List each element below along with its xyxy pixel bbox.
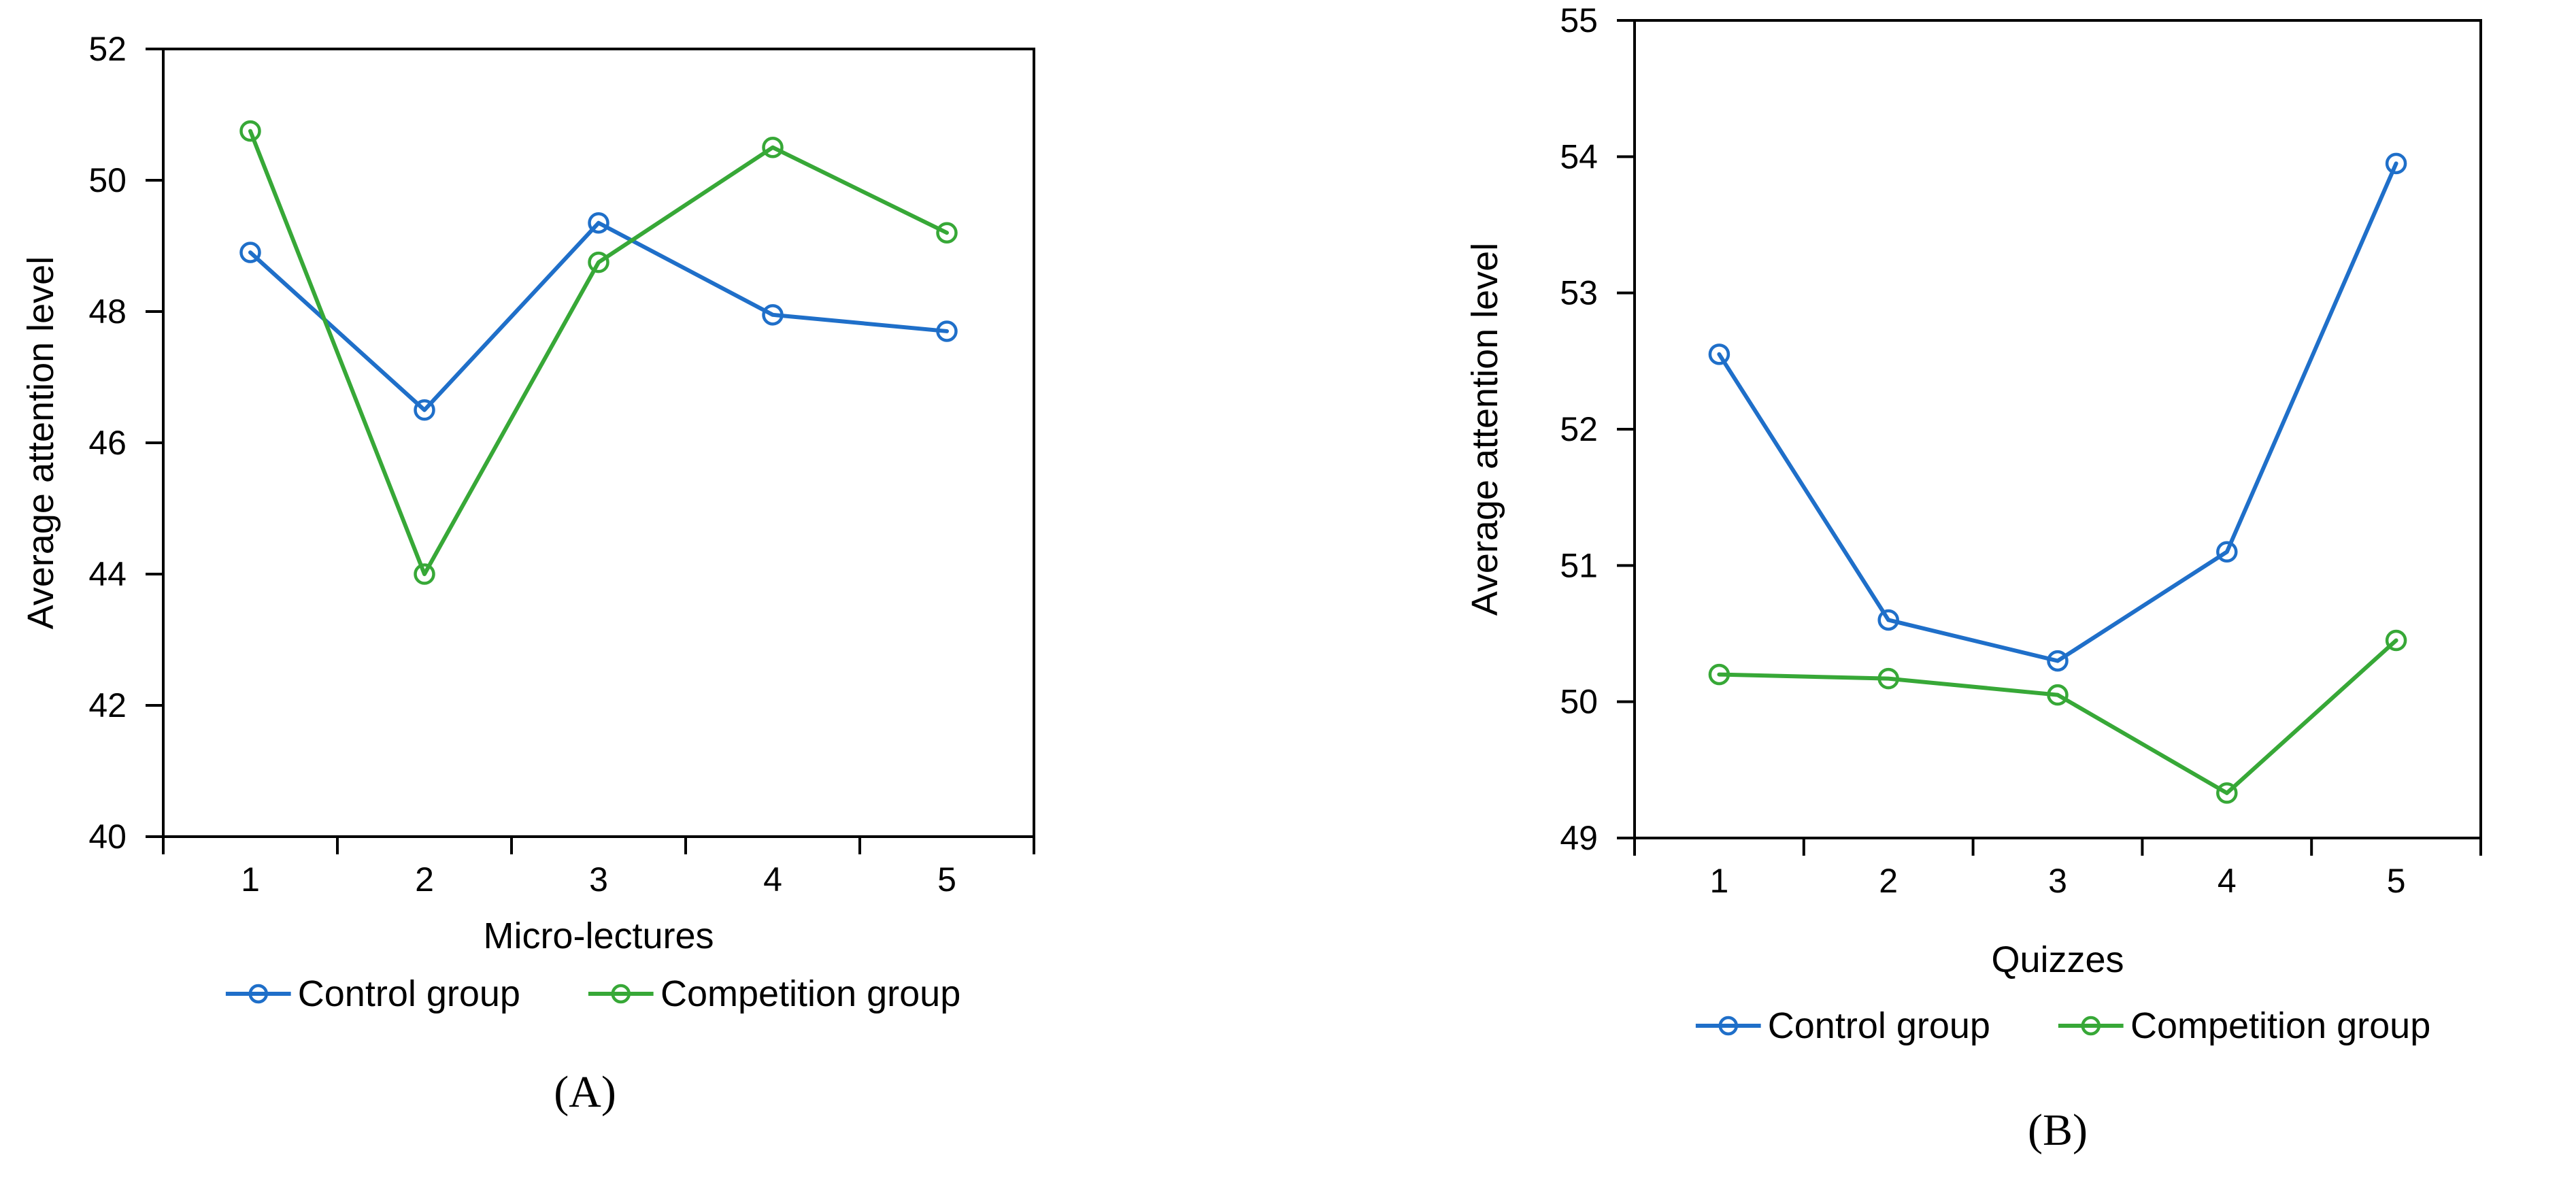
data-point-marker bbox=[936, 320, 958, 342]
legend-item-control: Control group bbox=[1695, 1005, 1990, 1047]
data-point-marker bbox=[1708, 663, 1730, 686]
data-point-marker bbox=[2385, 629, 2407, 652]
data-point-marker bbox=[762, 137, 784, 158]
x-tick-label: 4 bbox=[763, 860, 782, 899]
x-tick-label: 5 bbox=[2387, 862, 2406, 900]
x-tick-label: 2 bbox=[1879, 862, 1898, 900]
data-point-marker bbox=[2385, 152, 2407, 175]
legend-label: Competition group bbox=[2130, 1005, 2431, 1046]
y-tick-label: 50 bbox=[1560, 683, 1598, 721]
x-axis-label: Micro-lectures bbox=[483, 916, 714, 956]
y-tick-label: 48 bbox=[88, 292, 127, 331]
y-tick-label: 46 bbox=[88, 424, 127, 462]
data-point-marker bbox=[2047, 684, 2069, 706]
data-point-marker bbox=[239, 241, 261, 263]
x-axis-label: Quizzes bbox=[1991, 939, 2124, 980]
y-tick-label: 44 bbox=[88, 555, 127, 593]
panel-caption: (A) bbox=[554, 1067, 616, 1117]
data-point-marker bbox=[2216, 541, 2238, 563]
plot-border bbox=[1633, 19, 2482, 839]
legend-circle bbox=[248, 984, 269, 1004]
legend: Control group Competition group bbox=[225, 973, 960, 1015]
x-tick-label: 1 bbox=[241, 860, 260, 899]
legend-item-competition: Competition group bbox=[2058, 1005, 2430, 1047]
data-point-marker bbox=[1708, 344, 1730, 365]
data-point-marker bbox=[2216, 782, 2238, 804]
data-point-marker bbox=[414, 563, 435, 585]
x-tick-label: 4 bbox=[2218, 862, 2237, 900]
series-line-competition bbox=[1717, 638, 2398, 795]
line-chart-a: 52 50 48 46 44 42 40 1 2 3 4 5 bbox=[88, 30, 1035, 899]
data-point-marker bbox=[2047, 650, 2069, 672]
chart-panel-a: 52 50 48 46 44 42 40 1 2 3 4 5 Average attention le… bbox=[20, 30, 1035, 1117]
x-tick-label: 3 bbox=[2048, 862, 2067, 900]
data-point-marker bbox=[414, 399, 435, 421]
x-tick-label: 5 bbox=[937, 860, 956, 899]
y-tick-label: 54 bbox=[1560, 137, 1598, 175]
line-chart-b: 55 54 53 52 51 50 49 1 2 3 4 5 bbox=[1560, 1, 2482, 900]
competition-line-marker-icon bbox=[588, 984, 654, 1004]
x-tick-label: 3 bbox=[589, 860, 608, 899]
control-line-marker-icon bbox=[1695, 1016, 1761, 1036]
legend-item-competition: Competition group bbox=[588, 973, 960, 1015]
series-line-control bbox=[248, 220, 949, 412]
y-tick-label: 50 bbox=[88, 161, 127, 199]
y-tick-label: 52 bbox=[88, 30, 127, 68]
data-point-marker bbox=[588, 251, 609, 273]
legend-circle bbox=[2081, 1016, 2101, 1036]
y-tick-label: 53 bbox=[1560, 274, 1598, 312]
y-tick-label: 51 bbox=[1560, 546, 1598, 584]
control-line-marker-icon bbox=[225, 984, 291, 1004]
y-tick-label: 40 bbox=[88, 818, 127, 856]
competition-line-marker-icon bbox=[2058, 1016, 2124, 1036]
y-axis-label: Average attention level bbox=[20, 256, 61, 630]
data-point-marker bbox=[588, 212, 609, 234]
legend-label: Competition group bbox=[660, 973, 961, 1014]
series-line-competition bbox=[248, 129, 949, 576]
y-tick-label: 52 bbox=[1560, 410, 1598, 448]
y-tick-label: 55 bbox=[1560, 1, 1598, 39]
y-axis-label: Average attention level bbox=[1465, 242, 1505, 616]
data-point-marker bbox=[1877, 609, 1899, 631]
y-tick-label: 49 bbox=[1560, 819, 1598, 857]
data-point-marker bbox=[1877, 667, 1899, 690]
legend: Control group Competition group bbox=[1695, 1005, 2430, 1047]
legend-circle bbox=[1718, 1016, 1739, 1036]
data-point-marker bbox=[239, 120, 261, 142]
panel-caption: (B) bbox=[2028, 1105, 2088, 1155]
x-tick-label: 1 bbox=[1709, 862, 1728, 900]
legend-circle bbox=[611, 984, 631, 1004]
x-tick-label: 2 bbox=[415, 860, 434, 899]
plot-border bbox=[162, 48, 1035, 838]
series-line-control bbox=[1717, 161, 2398, 663]
legend-label: Control group bbox=[297, 973, 520, 1014]
legend-label: Control group bbox=[1767, 1005, 1990, 1046]
data-point-marker bbox=[936, 222, 958, 244]
data-point-marker bbox=[762, 304, 784, 326]
legend-item-control: Control group bbox=[225, 973, 520, 1015]
chart-panel-b: 55 54 53 52 51 50 49 1 2 3 4 5 Average attention le… bbox=[1288, 0, 2576, 1189]
y-tick-label: 42 bbox=[88, 686, 127, 724]
